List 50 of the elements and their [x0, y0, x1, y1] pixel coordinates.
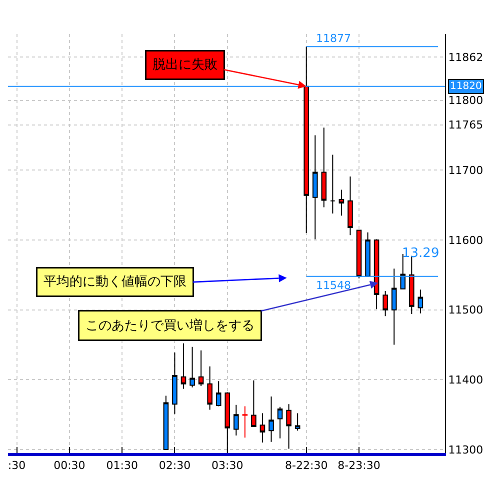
y-tick-label: 11800: [448, 94, 484, 108]
candlestick: [180, 342, 186, 390]
annotation: 脱出に失敗: [152, 58, 218, 72]
candlestick: [294, 412, 300, 432]
annotation: このあたりで買い増しをする: [86, 318, 254, 334]
candlestick: [172, 352, 178, 414]
candlestick: [277, 406, 283, 439]
candlestick: [251, 380, 256, 427]
x-tick-label: 8-22:30: [285, 459, 328, 472]
candlestick: [391, 268, 397, 346]
candlestick: [242, 406, 248, 438]
candlestick: [321, 127, 327, 208]
annotation: 11548: [316, 279, 351, 292]
ref-line-label: 11820: [450, 81, 482, 92]
candlestick: [260, 412, 266, 444]
y-tick-label: 11765: [448, 118, 484, 132]
candlestick: [234, 404, 239, 436]
annotation: 平均的に動く値幅の下限: [44, 274, 186, 290]
candlestick: [198, 350, 204, 386]
annotation: 11877: [316, 32, 351, 45]
y-tick-label: 11700: [448, 164, 484, 178]
candlestick: [286, 404, 292, 450]
candlestick: [268, 396, 274, 442]
candlestick: [356, 230, 362, 279]
y-tick-label: 11862: [448, 50, 484, 64]
y-tick-label: 11300: [448, 443, 484, 456]
x-tick-label: 03:30: [212, 459, 244, 472]
x-tick-label: 01:30: [106, 459, 138, 472]
candlestick: [338, 189, 344, 216]
y-tick-label: 11500: [448, 304, 484, 317]
candlestick: [348, 176, 353, 236]
candlestick: [224, 392, 230, 454]
candlestick: [330, 154, 336, 214]
x-tick-label: 02:30: [158, 459, 191, 472]
x-tick-label: :30: [8, 459, 26, 472]
candlestick: [418, 289, 424, 314]
candlestick: [409, 256, 414, 315]
candlestick: [365, 232, 370, 277]
candlestick: [190, 346, 195, 388]
x-tick-label: 8-23:30: [338, 459, 380, 472]
annotation: 13.29: [402, 246, 440, 261]
candlestick: [163, 395, 169, 450]
candlestick: [207, 366, 212, 410]
candlestick: [374, 238, 380, 310]
candlestick: [312, 134, 318, 240]
candlestick: [216, 380, 222, 407]
x-tick-label: 00:30: [54, 459, 86, 472]
y-tick-label: 11400: [448, 374, 484, 387]
y-tick-label: 11600: [448, 234, 484, 247]
candlestick: [382, 290, 388, 317]
